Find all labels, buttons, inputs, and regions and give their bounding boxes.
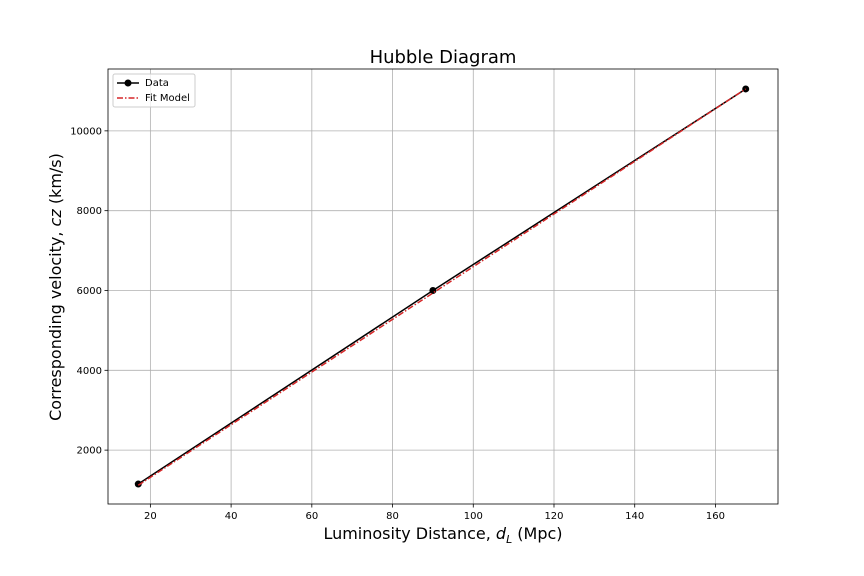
x-axis-title: Luminosity Distance, dL (Mpc) xyxy=(323,524,562,546)
data-point-data xyxy=(429,286,437,294)
y-tick-label: 8000 xyxy=(77,206,102,217)
x-tick-label: 120 xyxy=(544,511,563,522)
legend-fit-label: Fit Model xyxy=(145,93,190,104)
y-tick-label: 2000 xyxy=(77,446,102,457)
x-axis-title-variable: d xyxy=(496,524,507,543)
x-tick-label: 160 xyxy=(706,511,725,522)
legend-data-marker xyxy=(124,79,132,87)
x-tick-label: 80 xyxy=(386,511,399,522)
chart-title: Hubble Diagram xyxy=(370,47,517,68)
y-axis-title-main: Corresponding velocity, xyxy=(46,226,65,420)
legend-data-label: Data xyxy=(145,78,169,89)
x-axis-title-unit: (Mpc) xyxy=(512,524,562,543)
x-axis-title-main: Luminosity Distance, xyxy=(323,524,495,543)
y-axis-title-unit: (km/s) xyxy=(46,153,65,209)
y-axis: 2000 4000 6000 8000 10000 xyxy=(70,126,108,457)
x-tick-label: 60 xyxy=(305,511,318,522)
y-tick-label: 6000 xyxy=(77,286,102,297)
y-axis-title-variable: cz xyxy=(46,209,65,227)
data-point-data xyxy=(134,480,142,488)
x-tick-label: 20 xyxy=(144,511,157,522)
x-axis-title-subscript: L xyxy=(506,533,512,546)
grid-lines xyxy=(108,69,778,504)
y-tick-label: 10000 xyxy=(70,126,102,137)
y-axis-title: Corresponding velocity, cz (km/s) xyxy=(46,153,65,421)
x-tick-label: 140 xyxy=(625,511,644,522)
x-tick-label: 100 xyxy=(464,511,483,522)
x-axis: 20 40 60 80 100 120 140 160 xyxy=(144,504,725,522)
series-layer xyxy=(134,85,750,488)
y-tick-label: 4000 xyxy=(77,366,102,377)
x-tick-label: 40 xyxy=(225,511,238,522)
plot-frame xyxy=(107,68,779,505)
legend: Data Fit Model xyxy=(112,73,196,108)
series-line-fit-model xyxy=(137,88,747,486)
